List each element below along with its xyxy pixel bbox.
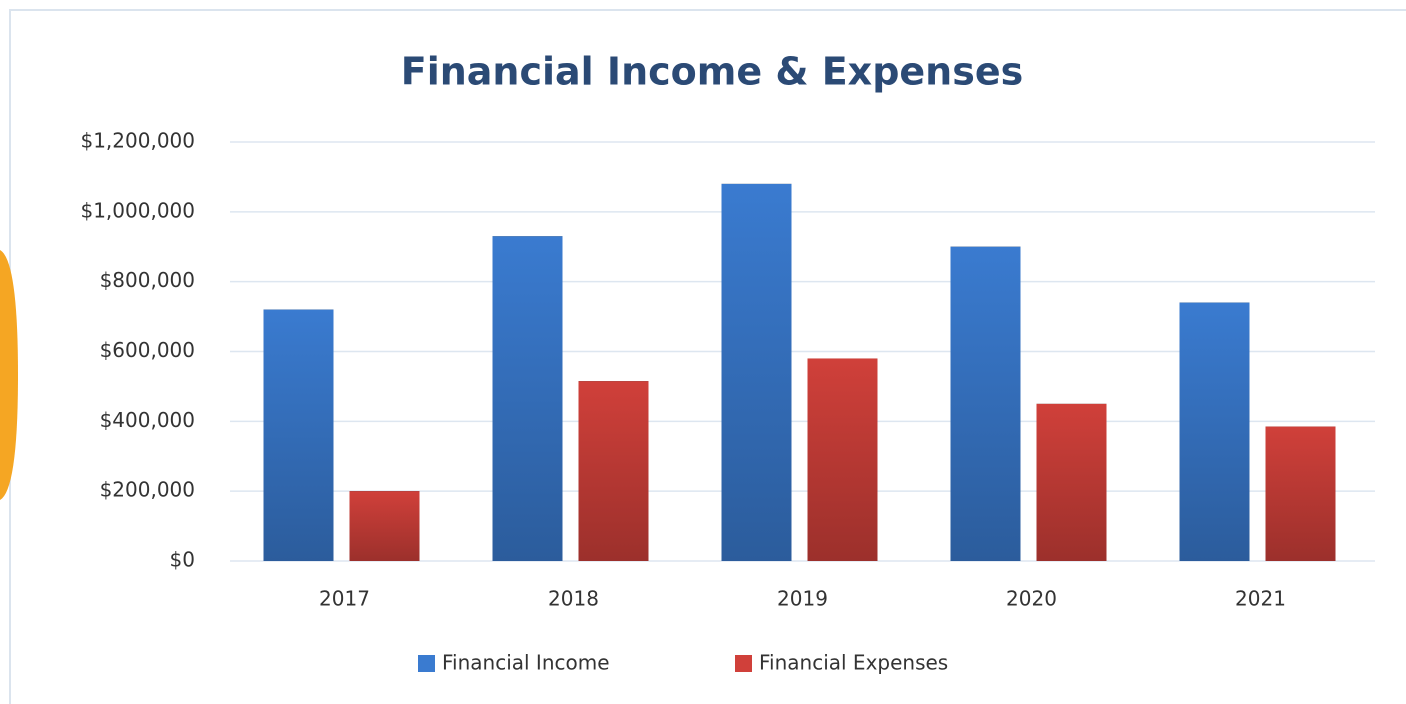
bar <box>807 358 878 561</box>
bar <box>950 246 1021 561</box>
x-tick-label: 2017 <box>319 587 370 611</box>
y-tick-label: $200,000 <box>100 478 195 502</box>
y-tick-label: $800,000 <box>100 268 195 292</box>
bar <box>1179 302 1250 561</box>
x-tick-label: 2018 <box>548 587 599 611</box>
chart-title: Financial Income & Expenses <box>401 50 1023 94</box>
bar <box>1265 426 1336 561</box>
decoration <box>0 250 18 500</box>
y-tick-label: $1,000,000 <box>80 198 195 222</box>
y-tick-label: $0 <box>170 548 195 572</box>
legend-swatch <box>735 655 752 672</box>
chart-frame <box>9 9 1406 704</box>
bar <box>721 183 792 561</box>
bar <box>492 236 563 561</box>
bar <box>349 491 420 561</box>
y-tick-label: $400,000 <box>100 408 195 432</box>
legend-label: Financial Expenses <box>759 651 948 675</box>
bar <box>578 381 649 561</box>
x-tick-label: 2020 <box>1006 587 1057 611</box>
bar <box>1036 403 1107 561</box>
bar <box>263 309 334 561</box>
legend-swatch <box>418 655 435 672</box>
y-tick-label: $600,000 <box>100 338 195 362</box>
y-tick-label: $1,200,000 <box>80 129 195 153</box>
x-tick-label: 2019 <box>777 587 828 611</box>
legend-label: Financial Income <box>442 651 610 675</box>
x-tick-label: 2021 <box>1235 587 1286 611</box>
